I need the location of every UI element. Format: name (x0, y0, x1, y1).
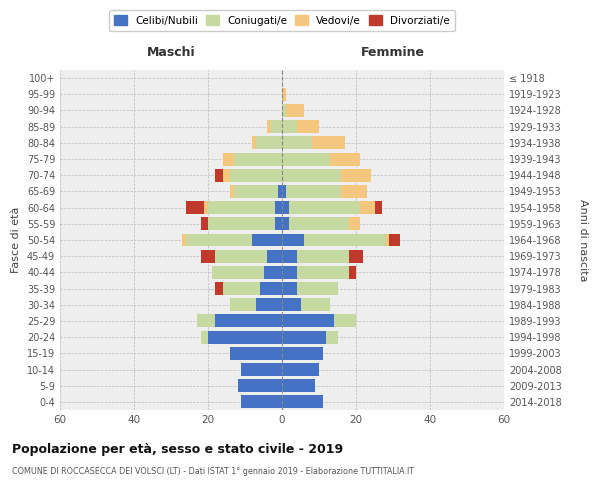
Bar (241, 363, 282, 376)
Bar (267, 120, 271, 133)
Text: Popolazione per età, sesso e stato civile - 2019: Popolazione per età, sesso e stato civil… (12, 442, 343, 456)
Bar (223, 282, 260, 295)
Bar (215, 250, 267, 262)
Bar (349, 266, 356, 279)
Bar (311, 136, 345, 149)
Bar (223, 169, 230, 181)
Bar (253, 234, 282, 246)
Bar (374, 201, 382, 214)
Bar (215, 314, 282, 328)
Bar (282, 201, 289, 214)
Bar (286, 185, 341, 198)
Bar (282, 88, 286, 101)
Bar (282, 218, 289, 230)
Bar (282, 104, 286, 117)
Bar (297, 250, 349, 262)
Bar (326, 330, 337, 344)
Bar (282, 314, 334, 328)
Bar (275, 218, 282, 230)
Bar (230, 298, 256, 311)
Bar (282, 136, 311, 149)
Bar (282, 298, 301, 311)
Bar (186, 234, 253, 246)
Legend: Celibi/Nubili, Coniugati/e, Vedovi/e, Divorziati/e: Celibi/Nubili, Coniugati/e, Vedovi/e, Di… (109, 10, 455, 31)
Bar (282, 185, 286, 198)
Bar (297, 120, 319, 133)
Bar (223, 152, 234, 166)
Bar (267, 250, 282, 262)
Bar (349, 250, 364, 262)
Bar (212, 266, 263, 279)
Bar (200, 250, 215, 262)
Bar (282, 250, 297, 262)
Bar (260, 282, 282, 295)
Bar (230, 347, 282, 360)
Text: Maschi: Maschi (146, 46, 196, 59)
Bar (282, 379, 316, 392)
Bar (334, 314, 356, 328)
Bar (208, 218, 275, 230)
Bar (289, 201, 360, 214)
Bar (297, 266, 349, 279)
Bar (241, 396, 282, 408)
Bar (256, 136, 282, 149)
Bar (289, 218, 349, 230)
Text: Femmine: Femmine (361, 46, 425, 59)
Bar (275, 201, 282, 214)
Bar (234, 152, 282, 166)
Bar (282, 234, 304, 246)
Bar (182, 234, 186, 246)
Bar (256, 298, 282, 311)
Bar (197, 314, 215, 328)
Bar (301, 298, 330, 311)
Bar (341, 185, 367, 198)
Bar (341, 169, 371, 181)
Bar (304, 234, 386, 246)
Bar (389, 234, 400, 246)
Bar (271, 120, 282, 133)
Bar (349, 218, 360, 230)
Bar (200, 330, 208, 344)
Bar (282, 120, 297, 133)
Bar (282, 266, 297, 279)
Bar (282, 396, 323, 408)
Bar (230, 169, 282, 181)
Bar (297, 282, 337, 295)
Bar (263, 266, 282, 279)
Bar (208, 201, 275, 214)
Bar (204, 201, 208, 214)
Bar (282, 152, 330, 166)
Text: COMUNE DI ROCCASECCA DEI VOLSCI (LT) - Dati ISTAT 1° gennaio 2019 - Elaborazione: COMUNE DI ROCCASECCA DEI VOLSCI (LT) - D… (12, 468, 414, 476)
Bar (253, 136, 256, 149)
Bar (282, 347, 323, 360)
Bar (278, 185, 282, 198)
Bar (208, 330, 282, 344)
Bar (282, 330, 326, 344)
Bar (215, 282, 223, 295)
Bar (186, 201, 204, 214)
Y-axis label: Fasce di età: Fasce di età (11, 207, 21, 273)
Bar (386, 234, 389, 246)
Bar (286, 104, 304, 117)
Y-axis label: Anni di nascita: Anni di nascita (578, 198, 588, 281)
Bar (282, 282, 297, 295)
Bar (282, 169, 341, 181)
Bar (238, 379, 282, 392)
Bar (215, 169, 223, 181)
Bar (282, 363, 319, 376)
Bar (230, 185, 234, 198)
Bar (330, 152, 360, 166)
Bar (200, 218, 208, 230)
Bar (360, 201, 374, 214)
Bar (234, 185, 278, 198)
